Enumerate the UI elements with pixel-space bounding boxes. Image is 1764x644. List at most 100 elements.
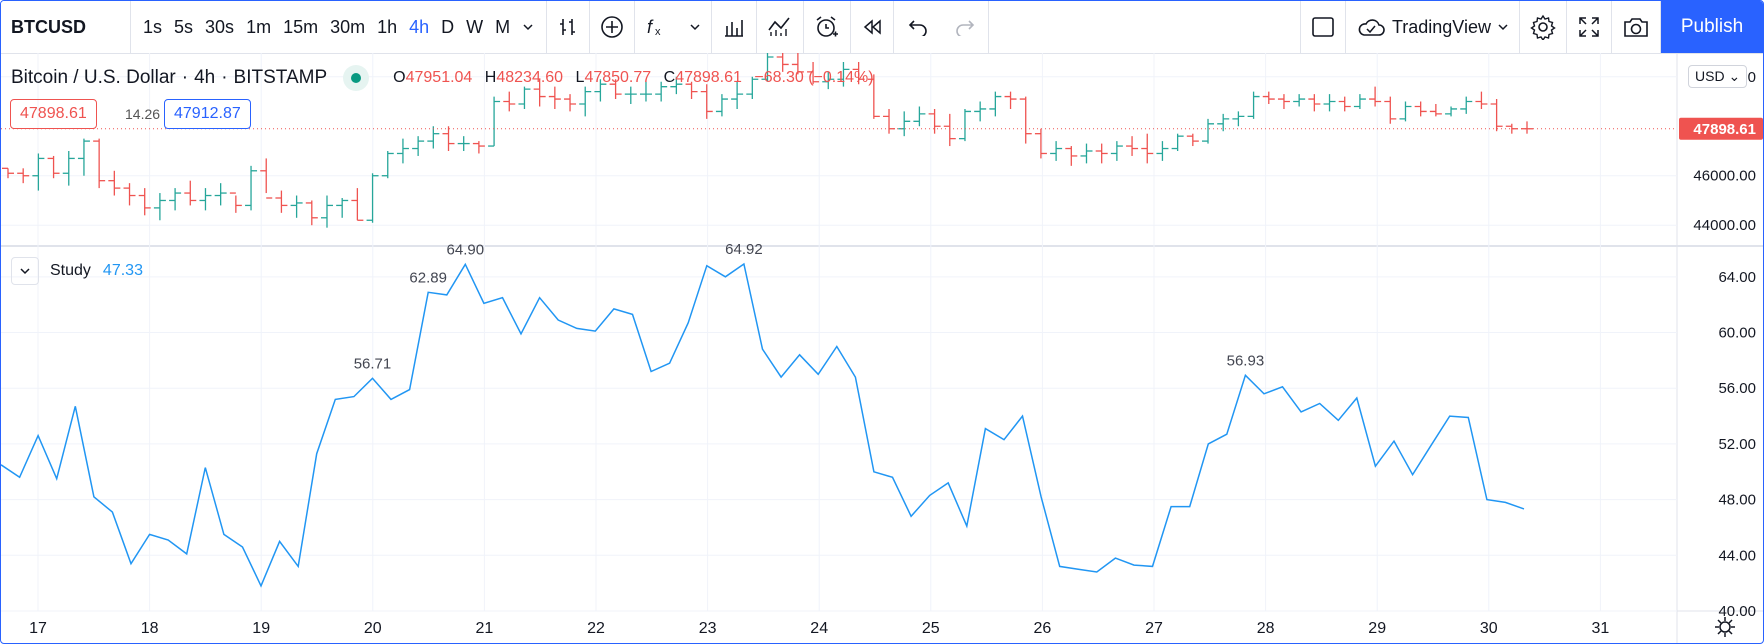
time-tick-label: 23 [699, 620, 717, 637]
time-tick-label: 25 [922, 620, 940, 637]
low-label: L [575, 69, 585, 86]
time-tick-label: 29 [1368, 620, 1386, 637]
plus-circle-icon [600, 15, 624, 39]
time-tick-label: 26 [1034, 620, 1052, 637]
ohlc-bar [685, 81, 698, 100]
ohlc-bar [548, 86, 561, 109]
time-tick-label: 17 [29, 620, 47, 637]
ohlc-bar [594, 79, 607, 102]
ohlc-bar [1217, 113, 1230, 132]
ohlc-bar [169, 188, 182, 211]
currency-selector[interactable]: USD ⌄ [1688, 65, 1748, 88]
ohlc-bar [715, 94, 728, 117]
templates-button[interactable] [757, 1, 805, 53]
interval-W[interactable]: W [466, 16, 484, 37]
interval-30s[interactable]: 30s [205, 16, 235, 37]
compare-button[interactable] [590, 1, 636, 53]
close-value: 47898.61 [675, 69, 742, 86]
ohlc-bar [1080, 143, 1093, 164]
ohlc-bar [184, 180, 197, 206]
ohlc-bar [761, 53, 774, 82]
undo-icon[interactable] [907, 18, 929, 36]
ohlc-bar [503, 91, 516, 112]
interval-1h[interactable]: 1h [377, 16, 398, 37]
ohlc-bar [320, 195, 333, 228]
alarm-clock-icon [814, 15, 840, 39]
ohlc-bar [1247, 91, 1260, 119]
ohlc-bar [1338, 96, 1351, 112]
ohlc-bar [989, 91, 1002, 117]
replay-button[interactable] [851, 1, 895, 53]
interval-selector: 1s 5s 30s 1m 15m 30m 1h 4h D W M [131, 1, 548, 53]
financials-button[interactable] [712, 1, 758, 53]
cloud-icon [1356, 16, 1386, 38]
ohlc-bar [229, 192, 242, 213]
time-tick-label: 18 [141, 620, 159, 637]
interval-5s[interactable]: 5s [174, 16, 194, 37]
sell-price-button[interactable]: 47898.61 [10, 99, 97, 129]
study-tick-label: 44.00 [1718, 547, 1756, 564]
ohlc-bar [1475, 91, 1488, 109]
time-tick-label: 31 [1592, 620, 1610, 637]
bars-icon [557, 16, 579, 38]
gear-icon [1530, 14, 1556, 40]
study-data-label: 56.93 [1227, 352, 1265, 369]
interval-30m[interactable]: 30m [330, 16, 366, 37]
chevron-down-icon[interactable] [516, 17, 540, 38]
snapshot-button[interactable] [1612, 1, 1661, 53]
bar-type-button[interactable] [547, 1, 591, 53]
interval-1s[interactable]: 1s [143, 16, 163, 37]
ohlc-bar [1019, 96, 1032, 144]
study-name[interactable]: Study [50, 262, 91, 279]
buy-price-button[interactable]: 47912.87 [164, 99, 251, 129]
save-load-button[interactable]: TradingView [1346, 1, 1520, 53]
study-tick-label: 56.00 [1718, 380, 1756, 397]
ohlc-bar [1414, 101, 1427, 117]
ohlc-bar [1186, 133, 1199, 147]
ohlc-bar [852, 61, 865, 85]
study-tick-label: 48.00 [1718, 492, 1756, 509]
market-status-icon[interactable] [343, 65, 370, 91]
publish-button[interactable]: Publish [1661, 1, 1763, 53]
symbol-search-button[interactable]: BTCUSD [1, 1, 131, 53]
ohlc-bar [1034, 128, 1047, 159]
ohlc-bar [62, 151, 75, 186]
ohlc-bar [1004, 91, 1017, 109]
interval-4h[interactable]: 4h [409, 16, 430, 37]
ohlc-bar [457, 136, 470, 151]
interval-M[interactable]: M [495, 16, 511, 37]
collapse-legend-button[interactable] [11, 257, 39, 285]
study-tick-label: 60.00 [1718, 325, 1756, 342]
ohlc-bar [396, 138, 409, 164]
ohlc-bar [1232, 111, 1245, 127]
ohlc-bar [366, 173, 379, 223]
ohlc-bar [1429, 104, 1442, 117]
alert-button[interactable] [804, 1, 852, 53]
ohlc-bar [624, 86, 637, 104]
ohlc-bar [199, 188, 212, 211]
axis-settings-icon[interactable] [1715, 617, 1735, 637]
settings-button[interactable] [1520, 1, 1567, 53]
low-value: 47850.77 [584, 69, 652, 86]
ohlc-bar [655, 81, 668, 102]
ohlc-bar [928, 108, 941, 134]
interval-1m[interactable]: 1m [246, 16, 272, 37]
redo-icon[interactable] [954, 18, 976, 36]
ohlc-values: O47951.04 H48234.60 L47850.77 C47898.61 … [393, 69, 873, 87]
interval-D[interactable]: D [441, 16, 455, 37]
chevron-down-icon [689, 21, 701, 33]
study-tick-label: 52.00 [1718, 436, 1756, 453]
ohlc-bar [1065, 146, 1078, 166]
interval-15m[interactable]: 15m [283, 16, 319, 37]
ohlc-bar [958, 108, 971, 142]
ohlc-bar [1490, 99, 1503, 132]
fullscreen-button[interactable] [1567, 1, 1612, 53]
symbol-title[interactable]: Bitcoin / U.S. Dollar [11, 67, 176, 88]
ohlc-bar [1323, 94, 1336, 112]
layout-button[interactable] [1299, 1, 1346, 53]
template-chart-icon [767, 16, 793, 38]
symbol-legend: Bitcoin / U.S. Dollar · 4h · BITSTAMP O4… [11, 65, 874, 91]
